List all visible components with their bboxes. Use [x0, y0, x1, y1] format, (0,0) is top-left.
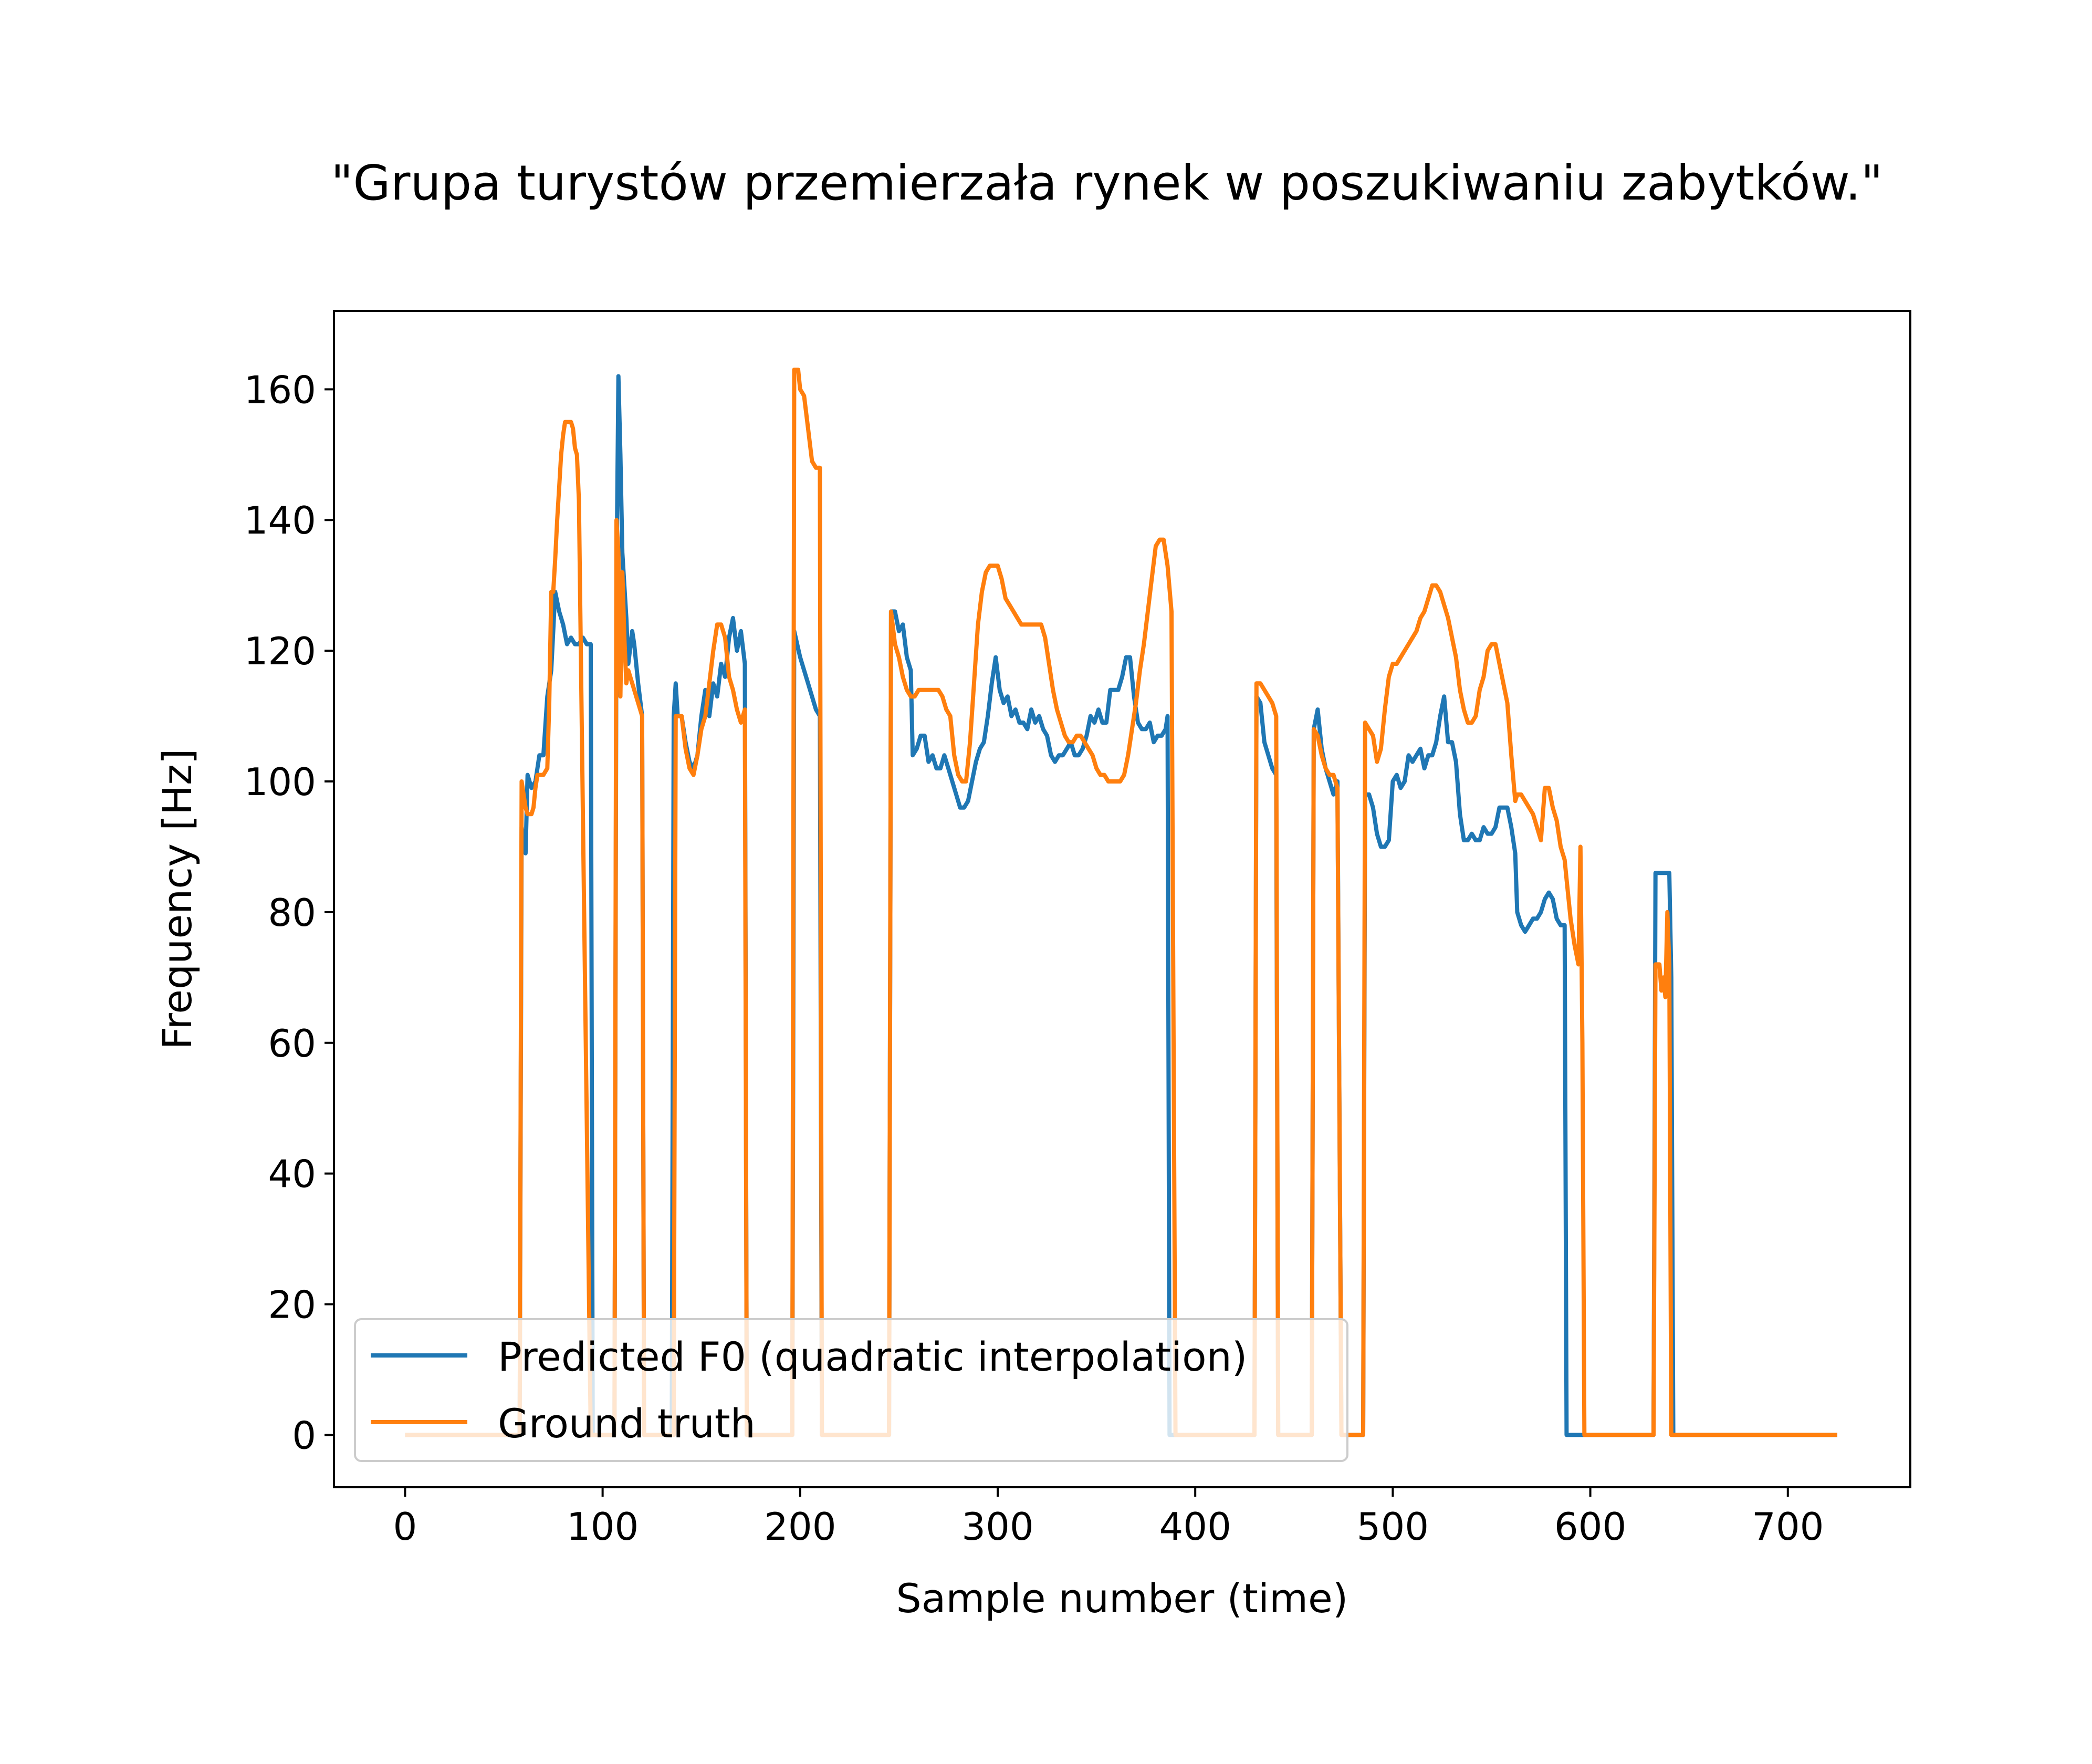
x-tick-label: 700: [1752, 1505, 1824, 1549]
y-tick-label: 120: [244, 629, 316, 673]
x-tick-label: 100: [567, 1505, 639, 1549]
x-tick-label: 600: [1554, 1505, 1626, 1549]
y-tick-label: 140: [244, 498, 316, 542]
plot-frame: [333, 310, 1911, 1488]
y-tick-label: 80: [268, 891, 316, 935]
y-tick-label: 60: [268, 1021, 316, 1066]
x-tick-label: 200: [764, 1505, 836, 1549]
x-axis-label: Sample number (time): [896, 1575, 1348, 1622]
x-tick-label: 500: [1357, 1505, 1429, 1549]
x-tick-label: 400: [1159, 1505, 1231, 1549]
x-axis: 0 100 200 300 400 500 600 700: [393, 1487, 1824, 1549]
legend-box: [354, 1318, 1348, 1462]
series-line-predicted: [405, 374, 1837, 1437]
y-axis-label: Frequency [Hz]: [154, 748, 201, 1049]
y-axis: 0 20 40 60 80 100 120 140 160: [244, 368, 334, 1457]
legend-label-predicted: Predicted F0 (quadratic interpolation): [498, 1333, 1247, 1380]
chart-title: "Grupa turystów przemierzała rynek w pos…: [331, 155, 1883, 211]
x-tick-label: 300: [961, 1505, 1033, 1549]
x-tick-label: 0: [393, 1505, 417, 1549]
y-tick-label: 0: [292, 1413, 316, 1457]
y-tick-label: 160: [244, 368, 316, 412]
y-tick-label: 100: [244, 760, 316, 804]
legend-label-ground-truth: Ground truth: [498, 1400, 756, 1447]
y-tick-label: 40: [268, 1152, 316, 1196]
y-tick-label: 20: [268, 1283, 316, 1327]
legend: Predicted F0 (quadratic interpolation) G…: [354, 1318, 1348, 1462]
